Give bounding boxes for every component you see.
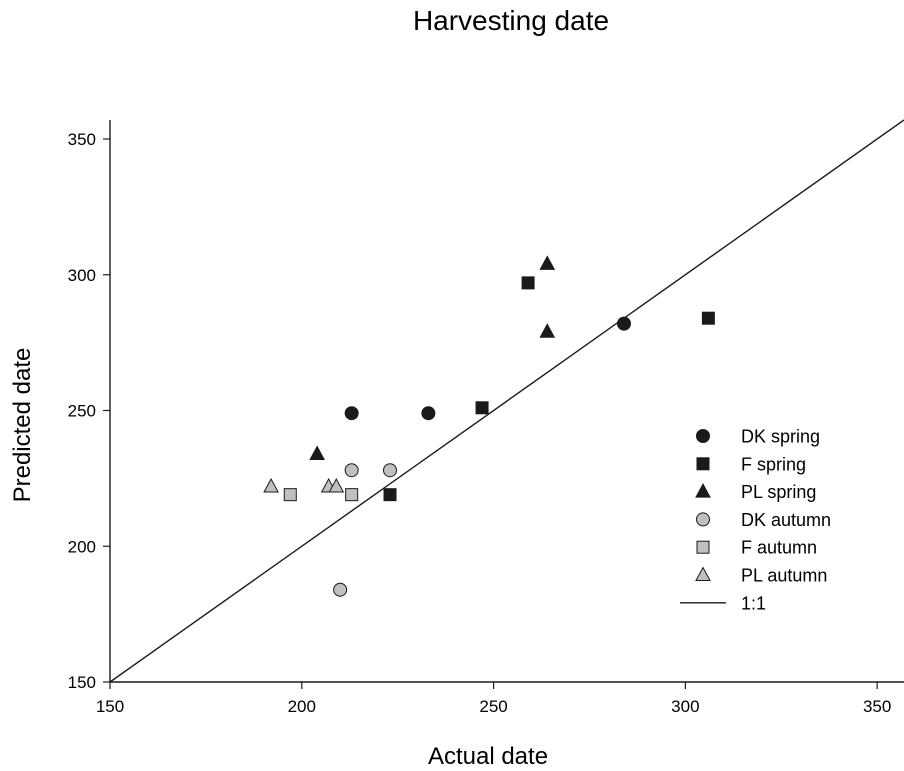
point-f-spring bbox=[521, 276, 535, 290]
x-axis-label: Actual date bbox=[428, 743, 548, 770]
point-pl-autumn bbox=[263, 477, 279, 493]
y-tick-label: 350 bbox=[68, 130, 96, 149]
legend-label: DK autumn bbox=[741, 510, 831, 530]
point-pl-spring bbox=[309, 445, 325, 460]
legend-label: 1:1 bbox=[741, 593, 766, 613]
legend-marker-dk-autumn bbox=[696, 512, 710, 527]
point-f-spring bbox=[701, 311, 715, 325]
point-dk-spring bbox=[616, 316, 631, 331]
point-f-spring bbox=[383, 488, 397, 502]
legend-label: F spring bbox=[741, 454, 806, 474]
reference-line-1-1 bbox=[109, 119, 904, 683]
point-f-autumn bbox=[283, 488, 297, 502]
point-dk-autumn bbox=[333, 582, 348, 597]
legend-marker-pl-autumn bbox=[695, 566, 711, 581]
point-f-autumn bbox=[345, 488, 359, 502]
y-tick-label: 150 bbox=[68, 673, 96, 692]
legend-marker-f-spring bbox=[696, 457, 710, 471]
point-pl-spring bbox=[539, 255, 556, 270]
plot-area bbox=[109, 119, 904, 683]
point-f-spring bbox=[475, 401, 489, 415]
y-tick-label: 300 bbox=[68, 266, 96, 285]
x-tick-label: 250 bbox=[479, 697, 507, 716]
legend-label: DK spring bbox=[741, 427, 820, 447]
point-pl-spring bbox=[539, 323, 556, 338]
point-dk-spring bbox=[344, 406, 359, 421]
point-dk-autumn bbox=[344, 463, 359, 478]
x-tick-label: 300 bbox=[671, 697, 699, 716]
point-dk-autumn bbox=[383, 463, 398, 478]
legend-label: PL spring bbox=[741, 482, 816, 502]
axes: 150 200 250 300 350 150 200 250 300 350 bbox=[68, 120, 904, 716]
x-tick-label: 150 bbox=[96, 697, 124, 716]
point-dk-spring bbox=[421, 406, 436, 421]
chart-title: Harvesting date bbox=[413, 5, 609, 36]
y-axis-label: Predicted date bbox=[9, 348, 36, 503]
y-tick-label: 250 bbox=[68, 402, 96, 421]
x-tick-label: 200 bbox=[288, 697, 316, 716]
legend-marker-dk-spring bbox=[696, 429, 710, 443]
legend-label: F autumn bbox=[741, 538, 817, 558]
y-tick-label: 200 bbox=[68, 537, 96, 556]
legend-marker-pl-spring bbox=[695, 483, 711, 498]
legend: DK spring F spring PL spring DK autumn F aut… bbox=[680, 427, 831, 613]
x-tick-label: 350 bbox=[863, 697, 891, 716]
point-pl-autumn bbox=[328, 477, 345, 493]
legend-label: PL autumn bbox=[741, 566, 827, 586]
legend-marker-f-autumn bbox=[696, 540, 710, 554]
